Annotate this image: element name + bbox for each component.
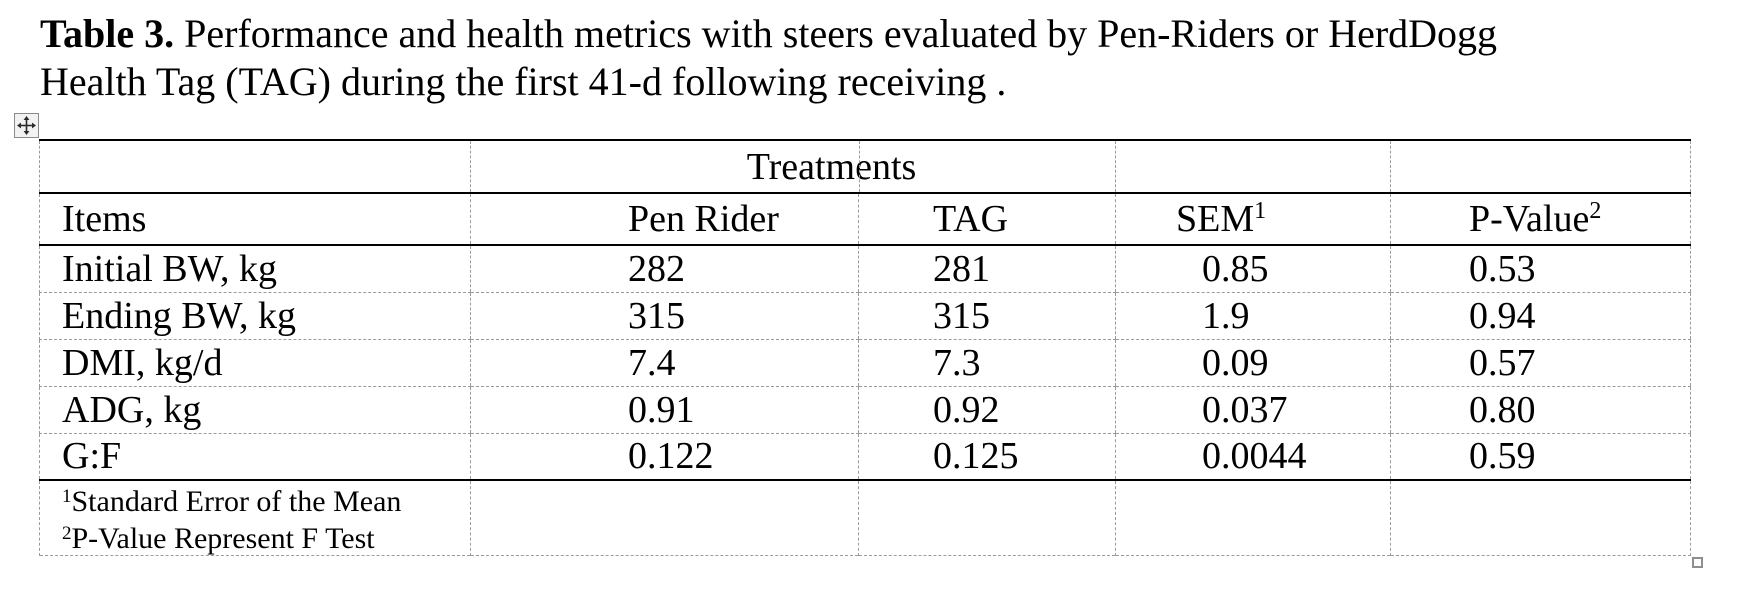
- column-header-items[interactable]: Items: [39, 193, 471, 246]
- table-cell[interactable]: 0.57: [1390, 339, 1691, 387]
- table-cell[interactable]: 282: [470, 245, 859, 293]
- data-table: Treatments Items Pen Rider TAG SEM1 P-Va…: [39, 139, 1691, 556]
- table-cell[interactable]: 0.125: [858, 433, 1116, 481]
- footnote-sem: 1Standard Error of the Mean: [62, 485, 402, 518]
- footnotes-row: 1Standard Error of the Mean 2P-Value Rep…: [39, 480, 1691, 556]
- sem-footnote-marker: 1: [1254, 198, 1267, 224]
- footnote-1-marker: 1: [62, 486, 72, 507]
- table-cell[interactable]: 0.122: [470, 433, 859, 481]
- caption-text: Performance and health metrics with stee…: [174, 11, 1498, 56]
- treatments-spanner-row: Treatments: [39, 140, 1691, 194]
- table-cell-empty[interactable]: [39, 140, 471, 194]
- table-cell[interactable]: 1.9: [1115, 292, 1391, 340]
- row-label[interactable]: G:F: [39, 433, 471, 481]
- table-row: Initial BW, kg 282 281 0.85 0.53: [39, 245, 1691, 293]
- footnotes-cell[interactable]: 1Standard Error of the Mean 2P-Value Rep…: [39, 480, 471, 556]
- pvalue-footnote-marker: 2: [1589, 198, 1602, 224]
- table-cell-empty[interactable]: [1115, 140, 1391, 194]
- table-cell-empty[interactable]: [858, 480, 1116, 556]
- caption-line-2: Health Tag (TAG) during the first 41-d f…: [40, 59, 1007, 104]
- column-header-sem[interactable]: SEM1: [1115, 193, 1391, 246]
- column-header-pvalue[interactable]: P-Value2: [1390, 193, 1691, 246]
- column-header-tag[interactable]: TAG: [858, 193, 1116, 246]
- table-cell[interactable]: 0.53: [1390, 245, 1691, 293]
- table-cell[interactable]: 0.91: [470, 386, 859, 434]
- treatments-spanner-cell[interactable]: Treatments: [470, 140, 1116, 194]
- table-cell[interactable]: 0.09: [1115, 339, 1391, 387]
- table-row: ADG, kg 0.91 0.92 0.037 0.80: [39, 386, 1691, 434]
- row-label[interactable]: Initial BW, kg: [39, 245, 471, 293]
- row-label[interactable]: Ending BW, kg: [39, 292, 471, 340]
- column-header-row: Items Pen Rider TAG SEM1 P-Value2: [39, 193, 1691, 246]
- table-row: G:F 0.122 0.125 0.0044 0.59: [39, 433, 1691, 481]
- table-cell[interactable]: 0.94: [1390, 292, 1691, 340]
- row-label[interactable]: DMI, kg/d: [39, 339, 471, 387]
- table-cell[interactable]: 0.0044: [1115, 433, 1391, 481]
- table-cell[interactable]: 0.59: [1390, 433, 1691, 481]
- table-cell[interactable]: 281: [858, 245, 1116, 293]
- table-cell-empty[interactable]: [1390, 480, 1691, 556]
- footnote-2-marker: 2: [62, 523, 72, 544]
- column-header-pen-rider[interactable]: Pen Rider: [470, 193, 859, 246]
- table-cell-empty[interactable]: [1115, 480, 1391, 556]
- table-cell[interactable]: 7.3: [858, 339, 1116, 387]
- treatments-label: Treatments: [746, 145, 917, 188]
- row-label[interactable]: ADG, kg: [39, 386, 471, 434]
- table-cell[interactable]: 315: [470, 292, 859, 340]
- table-cell-empty[interactable]: [470, 480, 859, 556]
- footnote-pvalue: 2P-Value Represent F Test: [62, 522, 375, 555]
- caption-table-number: Table 3.: [40, 11, 175, 56]
- table-cell[interactable]: 315: [858, 292, 1116, 340]
- table-row: Ending BW, kg 315 315 1.9 0.94: [39, 292, 1691, 340]
- table-cell-empty[interactable]: [1390, 140, 1691, 194]
- caption-line-1: Table 3. Performance and health metrics …: [40, 10, 1497, 58]
- table-cell[interactable]: 0.037: [1115, 386, 1391, 434]
- move-arrows-icon: [17, 116, 36, 135]
- table-cell[interactable]: 7.4: [470, 339, 859, 387]
- table-cell[interactable]: 0.92: [858, 386, 1116, 434]
- table-cell[interactable]: 0.80: [1390, 386, 1691, 434]
- table-row: DMI, kg/d 7.4 7.3 0.09 0.57: [39, 339, 1691, 387]
- table-move-handle[interactable]: [14, 113, 39, 138]
- table-resize-handle[interactable]: [1692, 557, 1703, 568]
- table-cell[interactable]: 0.85: [1115, 245, 1391, 293]
- table-caption[interactable]: Table 3. Performance and health metrics …: [40, 10, 1497, 106]
